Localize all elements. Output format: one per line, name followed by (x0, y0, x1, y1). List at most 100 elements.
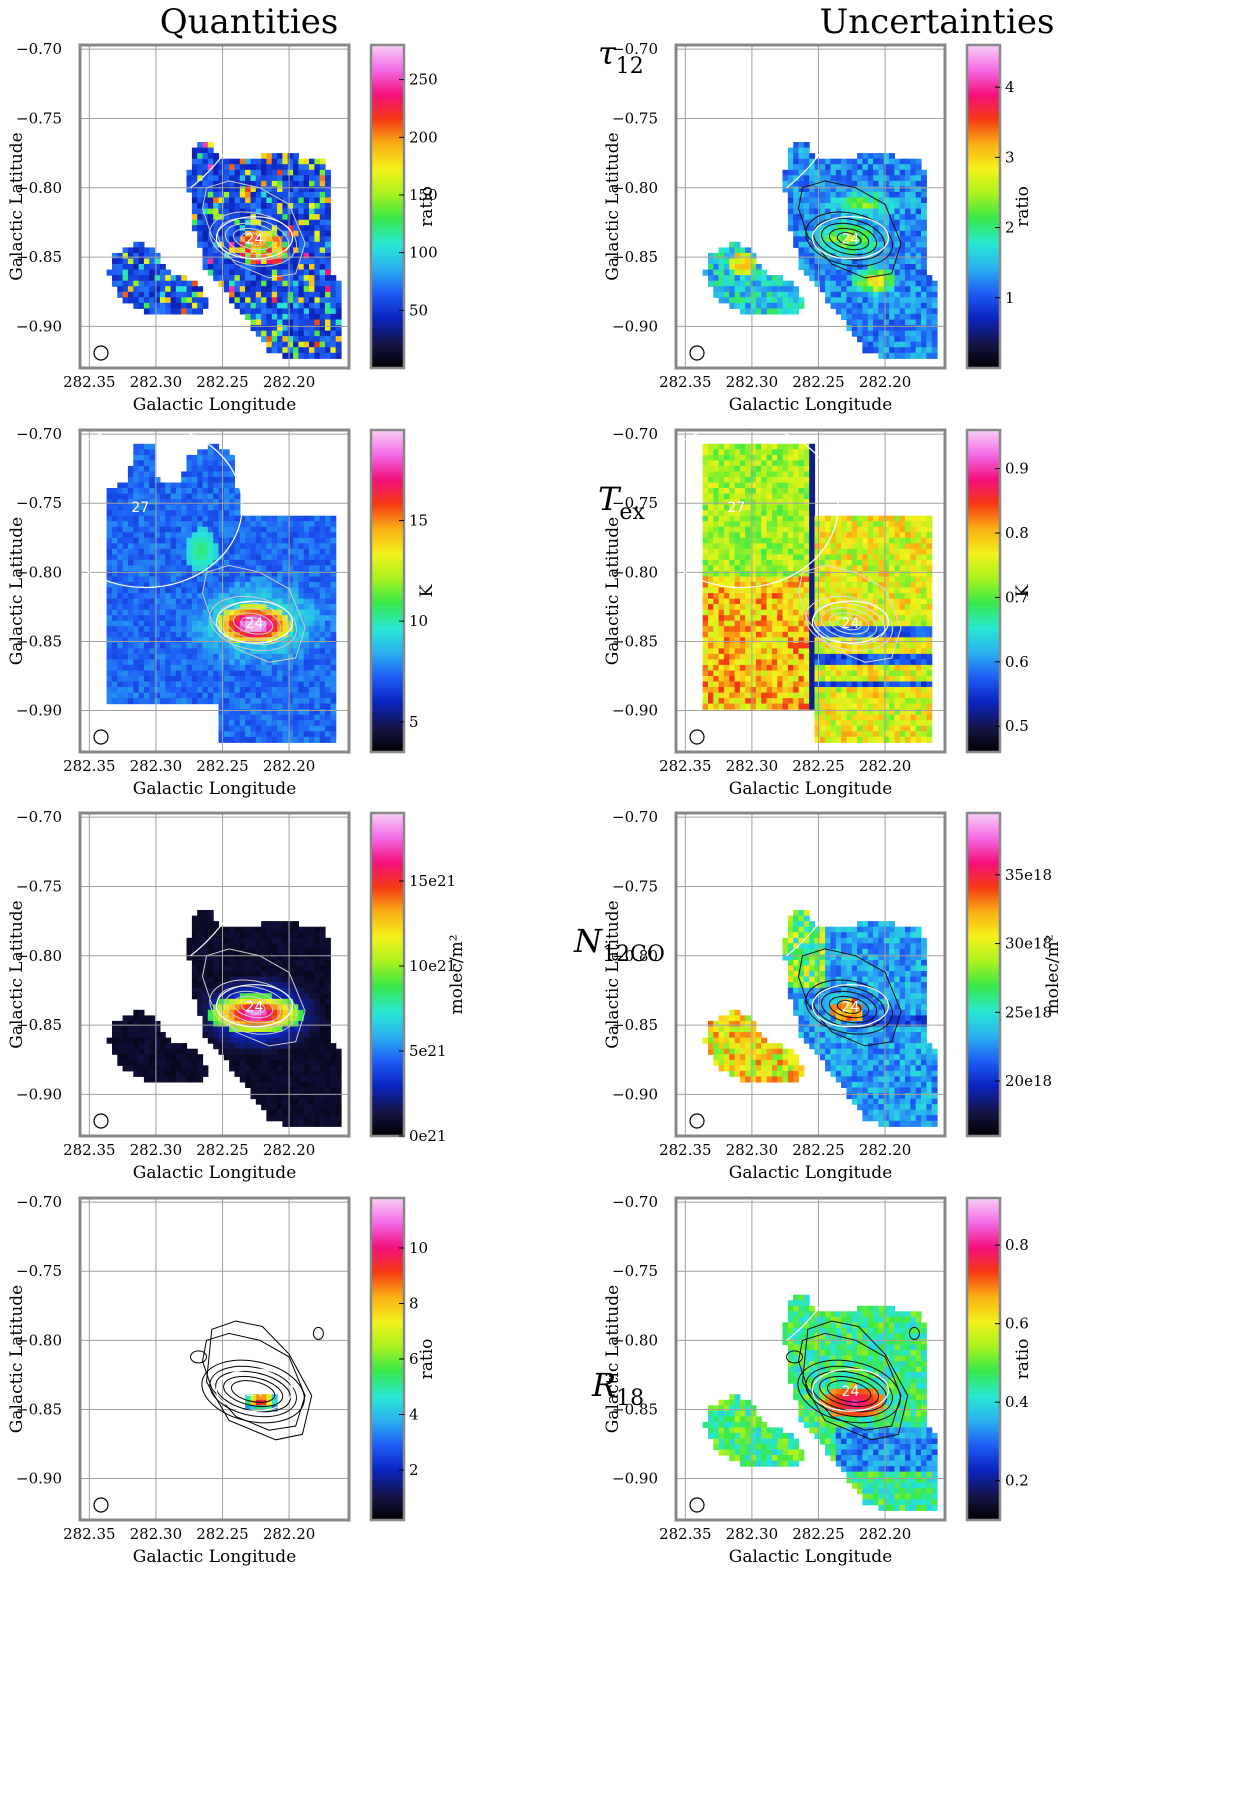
xtick-label: 282.20 (859, 757, 912, 775)
y-axis-label: Galactic Latitude (603, 900, 623, 1048)
colorbar: 0.9 0.8 0.7 0.6 0.5 K (965, 428, 1033, 754)
colorbar-tick-label: 0.8 (1005, 1236, 1029, 1254)
ytick-label: −0.80 (16, 1331, 62, 1349)
source-27-label: 27 (131, 500, 149, 516)
colorbar-tick-label: 0.8 (1005, 524, 1029, 542)
colorbar-tick-label: 25e18 (1005, 1003, 1052, 1021)
xtick-label: 282.35 (659, 1141, 712, 1159)
xtick-label: 282.30 (130, 373, 183, 391)
source-24-label: 24 (246, 616, 264, 632)
source-24-ellipse (811, 1368, 890, 1412)
contours: 24 (93, 1320, 324, 1513)
ytick-label: −0.80 (612, 179, 658, 197)
panel-r2-c1: 24 27 −0.70 −0.75 −0.80 −0.85 −0.90 282.35 282.3… (7, 425, 437, 799)
xtick-label: 282.30 (130, 757, 183, 775)
colorbar: 10 8 6 4 2 ratio (369, 1196, 437, 1522)
source-24-ellipse (811, 984, 890, 1028)
colorbar-tick-label: 0.4 (1005, 1393, 1029, 1411)
colorbar-tick-label: 10 (409, 1239, 428, 1257)
beam-icon (689, 345, 705, 361)
xtick-label: 282.25 (196, 757, 249, 775)
row-label-n12co: N12CO (573, 922, 665, 967)
colorbar-tick-label: 0.5 (1005, 717, 1029, 735)
svg-text:N12CO: N12CO (573, 922, 665, 967)
y-axis-label: Galactic Latitude (603, 132, 623, 280)
colorbar-label: molec/m² (447, 934, 467, 1014)
ytick-label: −0.85 (16, 1016, 62, 1034)
source-24-label: 24 (246, 232, 264, 248)
colorbar-tick-label: 30e18 (1005, 935, 1052, 953)
beam-icon (93, 345, 109, 361)
colorbar-tick-label: 5 (409, 713, 419, 731)
xtick-label: 282.30 (130, 1141, 183, 1159)
ytick-label: −0.70 (612, 40, 658, 58)
grid (676, 45, 945, 368)
x-axis-label: Galactic Longitude (133, 1547, 297, 1567)
panel-r3-c1: 24 −0.70 −0.75 −0.80 −0.85 −0.90 282.35 282.30 2… (7, 808, 467, 1183)
ytick-label: −0.80 (612, 1331, 658, 1349)
colorbar-tick-label: 0.2 (1005, 1472, 1029, 1490)
xtick-label: 282.20 (263, 1141, 316, 1159)
xtick-label: 282.35 (63, 1141, 116, 1159)
y-axis-label: Galactic Latitude (7, 1285, 27, 1433)
ytick-label: −0.90 (612, 1085, 658, 1103)
colorbar-tick-label: 20e18 (1005, 1072, 1052, 1090)
map-image (106, 443, 337, 743)
source-24-ellipse (215, 1368, 294, 1412)
contours: 24 (93, 904, 306, 1129)
source-24-label: 24 (842, 616, 860, 632)
xtick-label: 282.20 (859, 1525, 912, 1543)
colorbar: 4 3 2 1 ratio (965, 43, 1033, 370)
source-24-label: 24 (842, 232, 860, 248)
ytick-label: −0.90 (612, 1470, 658, 1488)
panel-frame (674, 43, 947, 370)
source-24-label: 24 (842, 1384, 860, 1400)
xtick-label: 282.30 (726, 757, 779, 775)
x-axis-label: Galactic Longitude (729, 779, 893, 799)
ytick-label: −0.75 (16, 1262, 62, 1280)
panel-r2-c2: 24 27 −0.70 −0.75 −0.80 −0.85 −0.90 282.35 282.3… (603, 425, 1033, 799)
colorbar-label: molec/m² (1043, 934, 1063, 1014)
source-24-ellipse (215, 984, 294, 1028)
grid (80, 45, 349, 368)
colorbar-tick-label: 2 (1005, 219, 1015, 237)
beam-icon (689, 729, 705, 745)
y-axis-label: Galactic Latitude (603, 517, 623, 665)
xtick-label: 282.25 (792, 1525, 845, 1543)
colorbar: 15e21 10e21 5e21 0e21 molec/m² (369, 811, 467, 1145)
colorbar-tick-label: 200 (409, 128, 438, 146)
source-27-ellipse (80, 430, 243, 589)
xtick-label: 282.35 (63, 1525, 116, 1543)
x-axis-label: Galactic Longitude (729, 395, 893, 415)
colorbar-tick-label: 250 (409, 71, 438, 89)
y-axis-label: Galactic Latitude (7, 900, 27, 1048)
grid (676, 430, 945, 752)
panel-r3-c2: 24 −0.70 −0.75 −0.80 −0.85 −0.90 282.35 282.30 2… (603, 808, 1063, 1183)
xtick-label: 282.20 (859, 1141, 912, 1159)
source-24-ellipse (811, 216, 890, 260)
svg-text:R18: R18 (591, 1366, 644, 1411)
source-24-label: 24 (842, 1000, 860, 1016)
row-label-r18: R18 (591, 1366, 644, 1411)
source-24-ellipse (215, 600, 294, 644)
map-image (702, 1294, 938, 1511)
colorbar-label: K (1013, 584, 1033, 597)
row-label-tau12: τ12 (598, 34, 644, 79)
ytick-label: −0.75 (612, 109, 658, 127)
colorbar-tick-label: 35e18 (1005, 866, 1052, 884)
colorbar-label: ratio (1013, 186, 1033, 227)
source-24-label: 24 (246, 1384, 264, 1400)
colorbar: 15 10 5 K (369, 428, 437, 754)
title-quantities: Quantities (160, 2, 339, 42)
panel-frame (78, 811, 351, 1138)
colorbar-tick-label: 0e21 (409, 1127, 447, 1145)
ytick-label: −0.90 (16, 702, 62, 720)
panel-frame (674, 811, 947, 1138)
xtick-label: 282.25 (792, 373, 845, 391)
xtick-label: 282.30 (726, 373, 779, 391)
panel-frame (674, 428, 947, 754)
ytick-label: −0.70 (16, 1193, 62, 1211)
row-label-tex: Tex (598, 480, 645, 525)
ytick-label: −0.85 (612, 1400, 658, 1418)
xtick-label: 282.20 (263, 373, 316, 391)
